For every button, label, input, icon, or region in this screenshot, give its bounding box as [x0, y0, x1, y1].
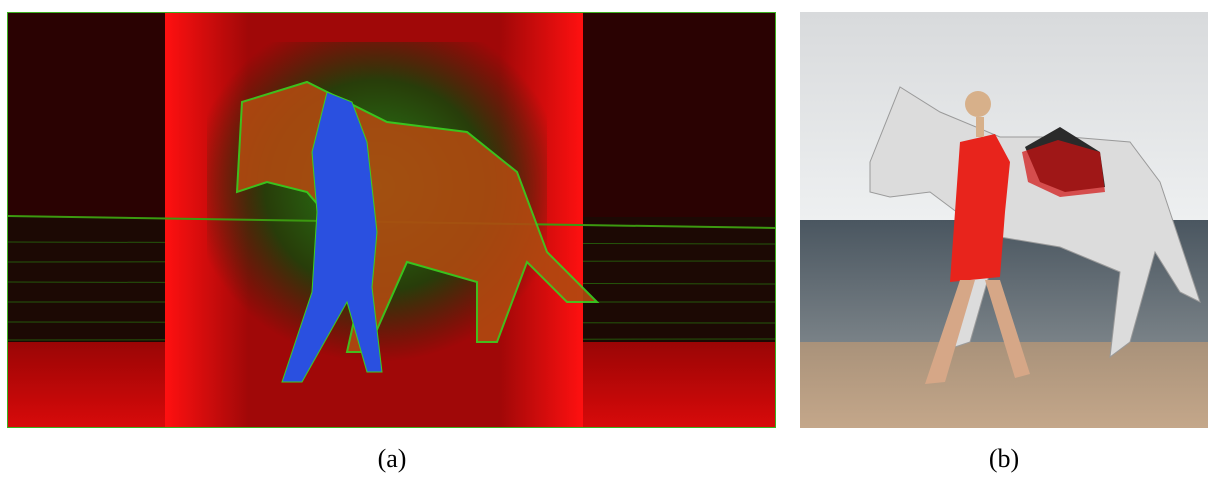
figure: (a) (b) (() => { const data = JSON.parse… — [0, 0, 1209, 480]
panel-a-image — [7, 12, 776, 428]
caption-b: (b) — [944, 444, 1064, 474]
panel-b-image — [800, 12, 1208, 428]
caption-a: (a) — [332, 444, 452, 474]
